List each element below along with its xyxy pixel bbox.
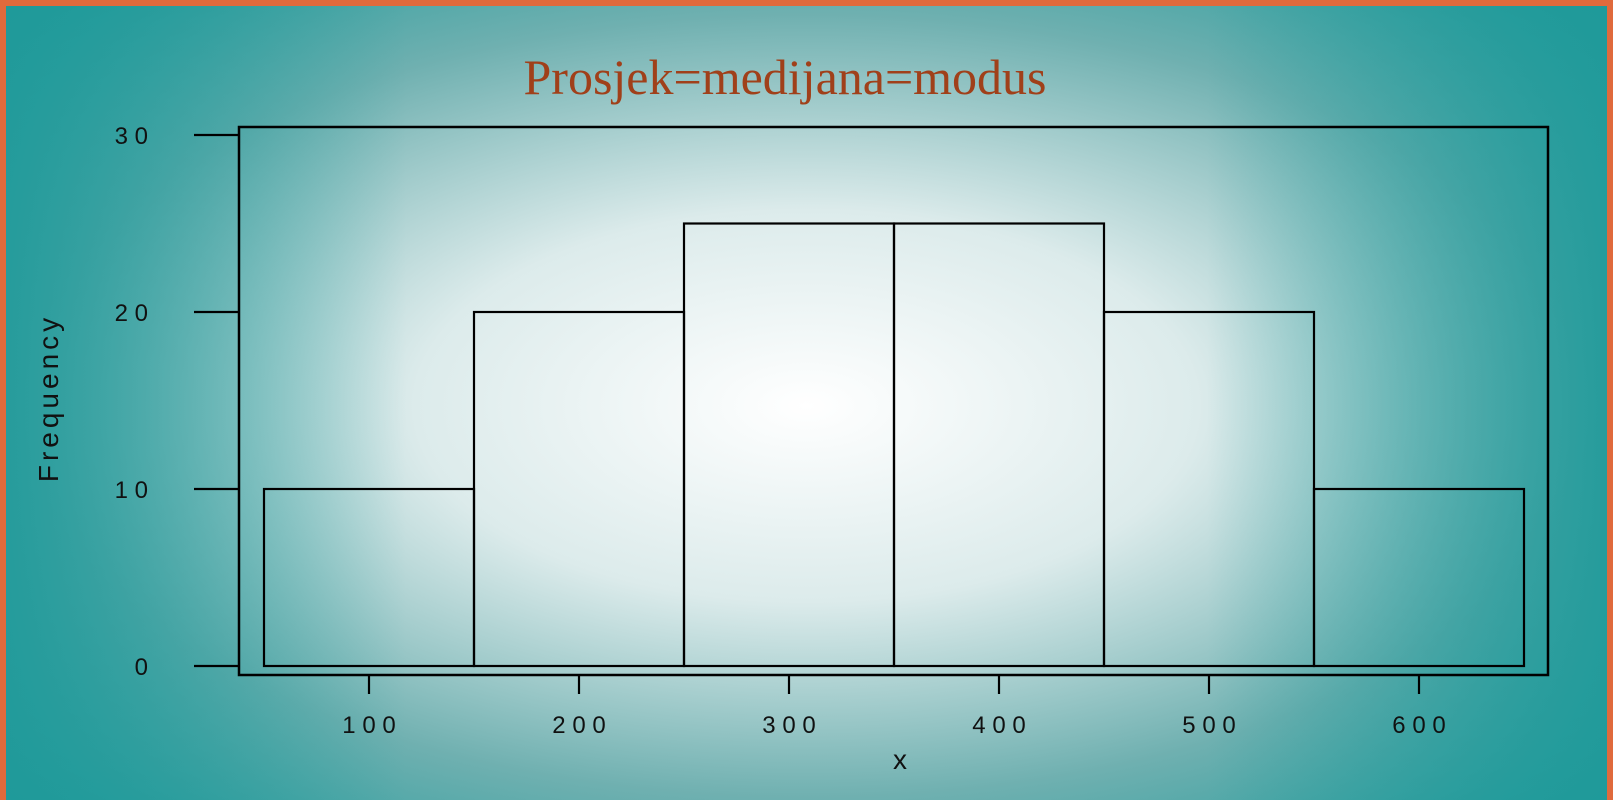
y-tick-label-30: 3 0 <box>115 123 148 150</box>
x-tick-label-400: 4 0 0 <box>972 712 1025 739</box>
background-side-shade <box>6 6 1607 800</box>
plot-frame <box>237 125 1550 677</box>
chart-title: Prosjek=medijana=modus <box>524 49 1047 105</box>
histogram-bars <box>262 222 1526 668</box>
x-tick-label-100: 1 0 0 <box>342 712 395 739</box>
x-axis: 1 0 0 2 0 0 3 0 0 4 0 0 5 0 0 6 0 0 <box>342 675 1446 739</box>
x-tick-label-200: 2 0 0 <box>552 712 605 739</box>
x-tick-label-300: 3 0 0 <box>762 712 815 739</box>
histogram-bar-600 <box>1312 487 1526 668</box>
y-axis-label: Frequency <box>33 314 64 482</box>
y-tick-label-10: 1 0 <box>115 477 148 504</box>
histogram-chart: Prosjek=medijana=modus 0 1 0 2 0 3 0 1 0 0 2… <box>6 6 1607 800</box>
x-tick-label-600: 6 0 0 <box>1392 712 1445 739</box>
x-axis-label: x <box>893 744 907 775</box>
y-axis: 0 1 0 2 0 3 0 <box>115 123 239 681</box>
y-tick-label-20: 2 0 <box>115 300 148 327</box>
x-tick-label-500: 5 0 0 <box>1182 712 1235 739</box>
y-tick-label-0: 0 <box>135 654 148 681</box>
